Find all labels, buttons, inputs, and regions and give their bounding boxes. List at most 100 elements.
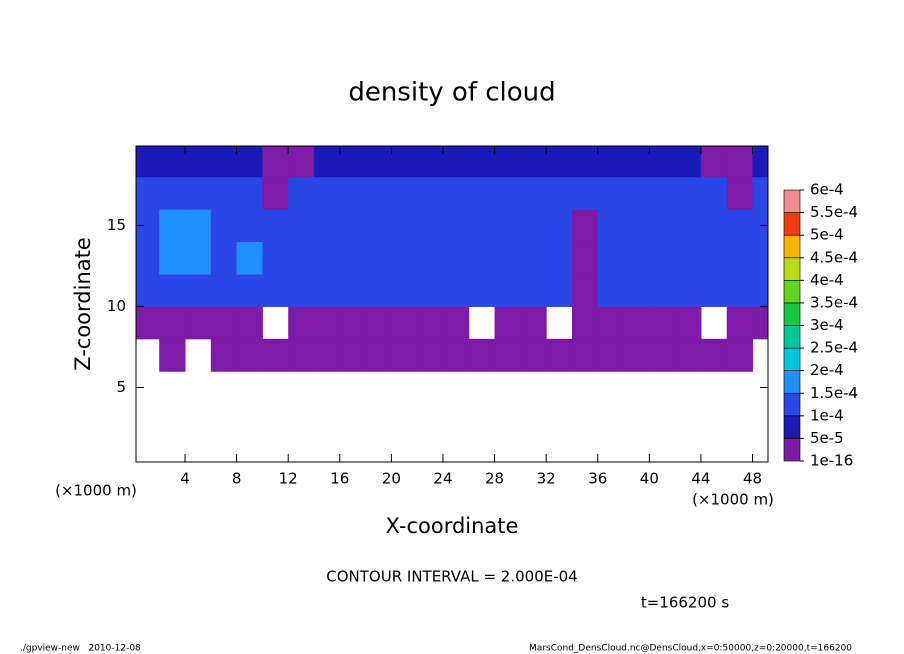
field-cell — [546, 209, 573, 243]
field-cell — [649, 146, 676, 178]
field-cell — [571, 146, 599, 178]
field-cell — [571, 306, 599, 340]
colorbar-label: 1.5e-4 — [810, 384, 858, 402]
field-cell — [700, 146, 728, 178]
field-cell — [442, 176, 470, 210]
field-cell — [313, 274, 341, 307]
field-cell — [700, 209, 728, 243]
field-cell — [623, 306, 650, 340]
field-cell — [520, 338, 547, 372]
field-cell — [365, 176, 392, 210]
field-cell — [752, 306, 768, 340]
field-cell — [136, 306, 160, 340]
field-cell — [339, 209, 367, 243]
field-cell — [700, 338, 728, 372]
colorbar-box — [783, 438, 801, 462]
field-cell — [726, 241, 754, 275]
field-cell — [571, 274, 599, 307]
field-cell — [571, 241, 599, 275]
x-tick-label: 48 — [743, 470, 762, 488]
field — [136, 146, 768, 372]
field-cell — [468, 338, 496, 372]
field-cell — [136, 209, 160, 243]
field-cell — [726, 176, 754, 210]
field-cell — [159, 338, 186, 372]
field-cell — [262, 241, 289, 275]
y-tick-label: 10 — [107, 297, 126, 315]
colorbar-label: 1e-4 — [810, 406, 844, 424]
field-cell — [494, 146, 521, 178]
colorbar-label: 3.5e-4 — [810, 293, 858, 311]
field-cell — [236, 146, 263, 178]
field-cell — [262, 338, 289, 372]
field-cell — [288, 209, 315, 243]
field-cell — [597, 274, 625, 307]
field-cell — [649, 176, 676, 210]
field-cell — [236, 209, 263, 243]
field-cell — [136, 146, 160, 178]
field-cell — [391, 274, 418, 307]
field-cell — [520, 176, 547, 210]
field-cell — [649, 241, 676, 275]
field-cell — [597, 338, 625, 372]
field-cell — [210, 176, 238, 210]
colorbar-label: 3e-4 — [810, 316, 844, 334]
field-cell — [185, 241, 212, 275]
field-cell — [313, 241, 341, 275]
field-cell — [417, 241, 444, 275]
field-cell — [339, 241, 367, 275]
field-cell — [726, 209, 754, 243]
field-cell — [494, 176, 521, 210]
field-cell — [571, 338, 599, 372]
x-axis-label: X-coordinate — [386, 514, 519, 538]
colorbar-label: 4.5e-4 — [810, 248, 858, 266]
field-cell — [210, 338, 238, 372]
field-cell — [468, 209, 496, 243]
x-unit: (×1000 m) — [692, 491, 774, 509]
field-cell — [675, 241, 702, 275]
field-cell — [159, 209, 186, 243]
time-label: t=166200 s — [641, 594, 729, 612]
field-cell — [442, 146, 470, 178]
field-cell — [494, 338, 521, 372]
field-cell — [468, 274, 496, 307]
field-cell — [210, 241, 238, 275]
field-cell — [210, 209, 238, 243]
field-cell — [468, 241, 496, 275]
field-cell — [313, 306, 341, 340]
field-cell — [365, 274, 392, 307]
field-cell — [365, 338, 392, 372]
field-cell — [675, 274, 702, 307]
colorbar-box — [783, 415, 801, 439]
field-cell — [546, 338, 573, 372]
field-cell — [649, 338, 676, 372]
field-cell — [159, 306, 186, 340]
x-tick-label: 36 — [588, 470, 607, 488]
field-cell — [210, 274, 238, 307]
field-cell — [623, 209, 650, 243]
field-cell — [752, 241, 768, 275]
y-tick-label: 15 — [107, 216, 126, 234]
field-cell — [339, 176, 367, 210]
field-cell — [494, 274, 521, 307]
field-cell — [442, 338, 470, 372]
field-cell — [520, 241, 547, 275]
field-cell — [262, 176, 289, 210]
field-cell — [185, 176, 212, 210]
x-tick-label: 16 — [330, 470, 349, 488]
y-axis-label: Z-coordinate — [71, 237, 95, 371]
colorbar-label: 5e-5 — [810, 429, 844, 447]
field-cell — [210, 146, 238, 178]
field-cell — [726, 146, 754, 178]
footer-right: MarsCond_DensCloud.nc@DensCloud,x=0:5000… — [529, 644, 852, 654]
field-cell — [159, 176, 186, 210]
field-cell — [468, 176, 496, 210]
field-cell — [442, 274, 470, 307]
field-cell — [262, 209, 289, 243]
x-tick-label: 24 — [433, 470, 452, 488]
field-cell — [597, 176, 625, 210]
field-cell — [210, 306, 238, 340]
colorbar-label: 5.5e-4 — [810, 203, 858, 221]
field-cell — [185, 209, 212, 243]
